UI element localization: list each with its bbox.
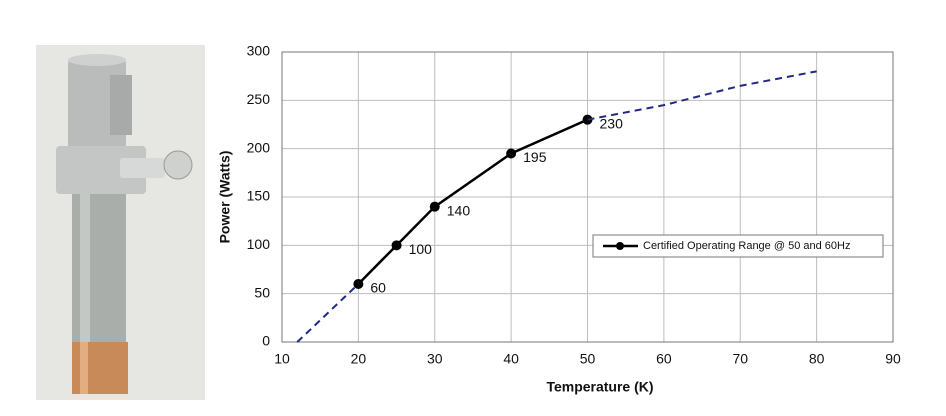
plot-frame	[281, 51, 894, 343]
y-tick-label: 250	[247, 91, 271, 107]
series-line	[587, 70, 817, 121]
x-tick-label: 50	[580, 351, 596, 367]
x-tick-label: 10	[274, 351, 290, 367]
data-label: 195	[523, 149, 547, 165]
data-label: 140	[447, 202, 471, 218]
legend-marker	[616, 242, 624, 250]
x-axis-label: Temperature (K)	[546, 379, 653, 395]
y-tick-label: 0	[262, 333, 270, 349]
y-tick-label: 150	[247, 188, 271, 204]
legend-label: Certified Operating Range @ 50 and 60Hz	[643, 240, 850, 252]
product-photo	[36, 45, 205, 400]
marker	[429, 201, 440, 212]
series-line	[296, 283, 360, 343]
x-tick-label: 30	[427, 351, 443, 367]
data-label: 230	[600, 115, 624, 131]
x-tick-label: 80	[809, 351, 825, 367]
data-label: 60	[370, 280, 386, 296]
y-tick-label: 100	[247, 236, 271, 252]
series-line	[357, 118, 589, 285]
marker	[391, 240, 402, 251]
x-tick-label: 20	[351, 351, 367, 367]
legend-box	[592, 234, 884, 258]
y-axis-label: Power (Watts)	[217, 151, 233, 244]
y-tick-label: 200	[247, 139, 271, 155]
x-tick-label: 90	[885, 351, 901, 367]
x-tick-label: 60	[656, 351, 672, 367]
marker	[506, 148, 517, 159]
x-tick-label: 40	[503, 351, 519, 367]
data-label: 100	[409, 241, 433, 257]
x-tick-label: 70	[732, 351, 748, 367]
y-tick-label: 300	[247, 43, 271, 59]
y-tick-label: 50	[254, 284, 270, 300]
